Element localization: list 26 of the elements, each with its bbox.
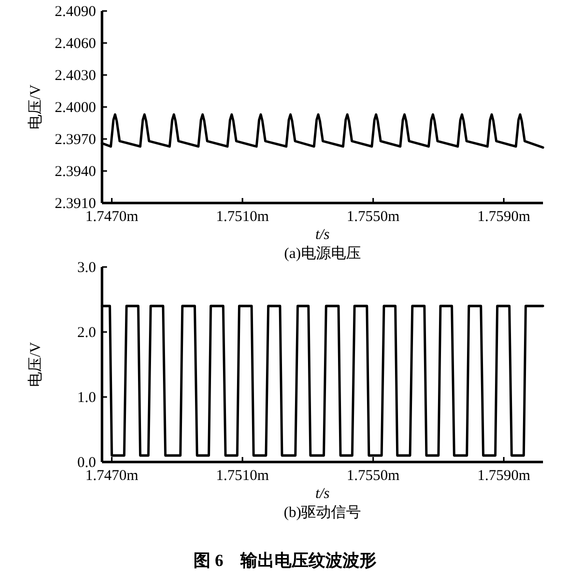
y-tick-label: 1.0 <box>77 390 96 406</box>
text: (b)驱动信号 <box>284 504 362 521</box>
x-tick-label: 1.7510m <box>216 468 270 484</box>
x-tick-label: 1.7470m <box>85 468 139 484</box>
x-axis-title: t/s <box>315 227 330 243</box>
x-tick-label: 1.7590m <box>477 468 531 484</box>
y-tick-label: 2.4000 <box>54 100 96 116</box>
text: (a)电源电压 <box>284 245 361 262</box>
x-tick-label: 1.7550m <box>346 209 400 225</box>
x-tick-label: 1.7470m <box>85 209 139 225</box>
caption: 图 6 输出电压纹波波形 <box>194 551 376 570</box>
x-tick-label: 1.7550m <box>346 468 400 484</box>
y-tick-label: 2.3910 <box>54 196 96 212</box>
y-tick-label: 2.3940 <box>54 164 96 180</box>
y-tick-label: 0.0 <box>77 455 96 471</box>
x-tick-label: 1.7590m <box>477 209 531 225</box>
y-tick-label: 2.4090 <box>54 4 96 20</box>
y-axis-title: 电压/V <box>27 84 44 130</box>
y-axis-title: 电压/V <box>27 342 44 387</box>
y-tick-label: 2.0 <box>77 325 96 341</box>
y-tick-label: 2.4030 <box>54 68 96 84</box>
x-axis-title: t/s <box>315 486 330 502</box>
y-tick-label: 2.4060 <box>54 36 96 52</box>
x-tick-label: 1.7510m <box>216 209 270 225</box>
y-tick-label: 3.0 <box>77 260 96 276</box>
y-tick-label: 2.3970 <box>54 132 96 148</box>
